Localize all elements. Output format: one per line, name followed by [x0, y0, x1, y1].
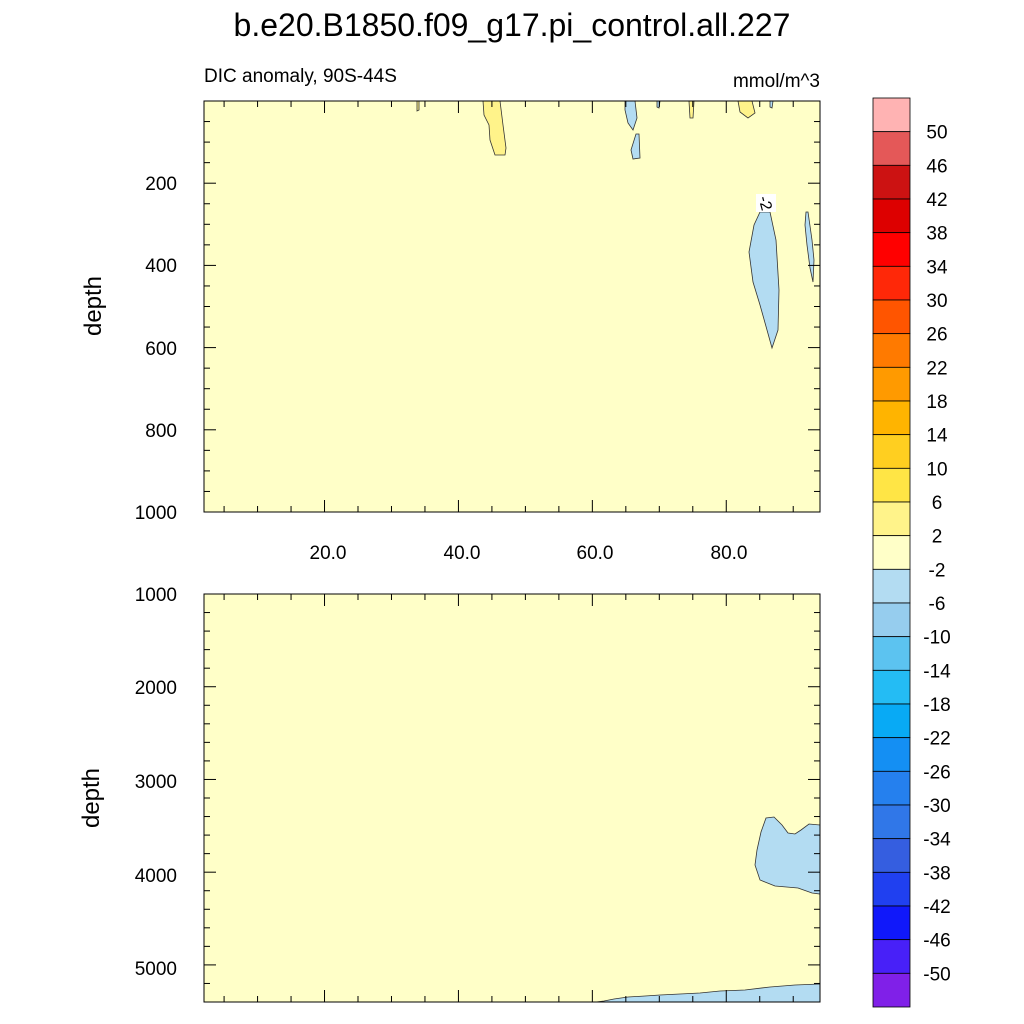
colorbar-swatch — [872, 770, 911, 806]
lower-y-tick-label: 3000 — [135, 772, 177, 793]
upper-anomaly-region — [748, 211, 780, 350]
colorbar-swatch — [872, 400, 911, 436]
colorbar-label: -34 — [923, 830, 951, 851]
colorbar-label: 50 — [926, 123, 947, 144]
colorbar-label: 10 — [926, 459, 947, 480]
lower-plot-background — [204, 594, 820, 1002]
colorbar-swatch — [872, 501, 911, 537]
upper-plot-background — [204, 101, 820, 512]
colorbar-label: 42 — [926, 190, 947, 211]
colorbar-label: 6 — [932, 493, 943, 514]
colorbar-swatch — [872, 333, 911, 368]
x-tick-label: 20.0 — [310, 543, 347, 564]
colorbar-label: -38 — [923, 863, 950, 884]
upper-anomaly-region — [416, 100, 420, 112]
colorbar-swatch — [872, 164, 911, 200]
colorbar-swatch — [872, 467, 911, 503]
upper-anomaly-region — [804, 211, 815, 283]
colorbar-swatch — [872, 97, 911, 133]
upper-tick-marks — [204, 101, 820, 512]
upper-y-axis-label: depth — [80, 276, 107, 336]
colorbar-swatch — [872, 131, 911, 166]
colorbar-swatch — [872, 265, 911, 301]
lower-y-tick-label: 1000 — [135, 585, 177, 606]
lower-panel: depth 1000 2000 3000 4000 5000 — [78, 585, 821, 1003]
colorbar-swatch — [872, 669, 911, 705]
lower-y-axis-label: depth — [78, 768, 105, 828]
upper-y-tick-label: 1000 — [135, 503, 177, 524]
upper-anomaly-region — [630, 133, 641, 160]
colorbar-label: 46 — [926, 156, 947, 177]
colorbar-swatch — [872, 871, 911, 907]
colorbar-label: -46 — [923, 931, 950, 952]
colorbar: 50 46 42 38 34 30 26 22 18 14 10 6 2 -2 -6 -10 -14 -18 -22… — [872, 97, 951, 1008]
lower-y-tick-label: 5000 — [135, 959, 177, 980]
colorbar-swatch — [872, 636, 911, 671]
colorbar-label: -14 — [923, 661, 951, 682]
colorbar-label: 18 — [926, 392, 947, 413]
colorbar-label: -2 — [929, 560, 946, 581]
colorbar-label: 38 — [926, 224, 947, 245]
panel-units-string: mmol/m^3 — [733, 71, 820, 92]
lower-y-tick-label: 4000 — [135, 866, 177, 887]
contour-label-text: -2 — [754, 194, 774, 212]
colorbar-swatch — [872, 535, 911, 570]
colorbar-swatch — [872, 299, 911, 335]
colorbar-label: -18 — [923, 695, 950, 716]
colorbar-label: -22 — [923, 729, 950, 750]
x-tick-label: 60.0 — [577, 543, 614, 564]
colorbar-swatch — [872, 804, 911, 840]
upper-y-tick-label: 200 — [145, 174, 177, 195]
colorbar-swatch — [872, 366, 911, 402]
colorbar-label: 26 — [926, 325, 947, 346]
upper-y-tick-label: 600 — [145, 339, 177, 360]
colorbar-label: 34 — [926, 257, 948, 278]
colorbar-swatch — [872, 434, 911, 469]
colorbar-label: -42 — [923, 897, 950, 918]
colorbar-label: 22 — [926, 358, 947, 379]
upper-contour-label: -2 — [754, 194, 776, 213]
lower-anomaly-region — [595, 983, 821, 1003]
colorbar-swatch — [872, 905, 911, 941]
colorbar-swatch — [872, 939, 911, 974]
colorbar-swatch — [872, 737, 911, 772]
x-tick-label: 40.0 — [444, 543, 481, 564]
colorbar-label: -50 — [923, 964, 950, 985]
upper-anomaly-region — [482, 100, 507, 156]
colorbar-label: 14 — [926, 426, 948, 447]
panel-left-string: DIC anomaly, 90S-44S — [204, 66, 397, 87]
upper-y-tick-label: 400 — [145, 256, 177, 277]
colorbar-label: 30 — [926, 291, 947, 312]
colorbar-swatch — [872, 972, 911, 1008]
upper-anomaly-region — [769, 100, 774, 109]
colorbar-label: -26 — [923, 762, 950, 783]
upper-panel: -2 depth 200 400 600 800 1000 20.0 40.0 … — [80, 100, 821, 564]
lower-y-tick-label: 2000 — [135, 678, 177, 699]
colorbar-label: -30 — [923, 796, 950, 817]
colorbar-swatch — [872, 602, 911, 638]
upper-y-tick-label: 800 — [145, 421, 177, 442]
colorbar-label: 2 — [932, 527, 943, 548]
x-tick-label: 80.0 — [711, 543, 748, 564]
colorbar-swatch — [872, 232, 911, 267]
colorbar-swatch — [872, 703, 911, 739]
lower-anomaly-region — [754, 816, 821, 895]
colorbar-label: -6 — [929, 594, 946, 615]
colorbar-swatch — [872, 568, 911, 604]
colorbar-swatch — [872, 198, 911, 234]
colorbar-swatch — [872, 838, 911, 873]
colorbar-label: -10 — [923, 628, 950, 649]
figure-title: b.e20.B1850.f09_g17.pi_control.all.227 — [234, 7, 791, 43]
lower-tick-marks — [204, 594, 820, 1002]
